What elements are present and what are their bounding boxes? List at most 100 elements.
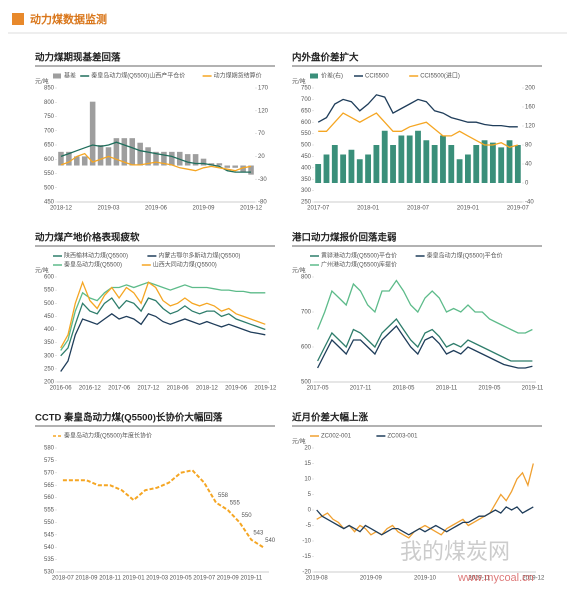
y-tick-label: 700 bbox=[44, 128, 55, 134]
y2-tick-label: 70 bbox=[258, 131, 265, 137]
legend-swatch bbox=[310, 73, 318, 79]
y-tick-label: 250 bbox=[301, 200, 312, 206]
y-tick-label: 20 bbox=[304, 446, 311, 452]
chart-title: 动力煤期现基差回落 bbox=[35, 52, 121, 64]
x-tick-label: 2019-12 bbox=[240, 206, 263, 212]
y2-tick-label: 200 bbox=[525, 86, 536, 92]
y2-tick-label: 80 bbox=[525, 143, 532, 149]
bar bbox=[216, 163, 223, 166]
x-tick-label: 2018-12 bbox=[196, 386, 219, 392]
x-tick-label: 2018-09 bbox=[75, 576, 98, 582]
y2-tick-label: 20 bbox=[258, 154, 265, 160]
legend-label: 秦皇岛动力煤(Q5500)山西产平仓价 bbox=[91, 72, 185, 80]
y2-tick-label: -40 bbox=[525, 200, 534, 206]
x-tick-label: 2019-03 bbox=[146, 576, 169, 582]
y2-tick-label: 160 bbox=[525, 105, 536, 111]
x-tick-label: 2019-09 bbox=[193, 206, 216, 212]
y-tick-label: 350 bbox=[301, 177, 312, 183]
x-tick-label: 2018-07 bbox=[407, 206, 430, 212]
x-tick-label: 2017-12 bbox=[137, 386, 160, 392]
y-tick-label: 700 bbox=[301, 310, 312, 316]
x-tick-label: 2017-07 bbox=[307, 206, 330, 212]
y2-tick-label: 120 bbox=[525, 124, 536, 130]
line bbox=[316, 506, 534, 536]
legend-label: 动力煤期货结算价 bbox=[214, 72, 262, 80]
y-tick-label: 500 bbox=[44, 185, 55, 191]
legend-label: CCI5500(进口) bbox=[420, 72, 460, 80]
bar bbox=[340, 154, 347, 183]
bar bbox=[498, 147, 505, 183]
y-tick-label: 250 bbox=[44, 366, 55, 372]
y-tick-label: 350 bbox=[44, 340, 55, 346]
y-tick-label: 565 bbox=[44, 483, 55, 489]
bar bbox=[184, 154, 191, 166]
y-tick-label: -10 bbox=[302, 539, 311, 545]
x-tick-label: 2019-03 bbox=[97, 206, 120, 212]
legend-label: ZC003-001 bbox=[387, 434, 418, 440]
x-tick-label: 2017-06 bbox=[108, 386, 131, 392]
bar bbox=[74, 156, 80, 166]
y-tick-label: 500 bbox=[301, 380, 312, 386]
legend-label: 黄骅港动力煤(Q5500)平仓价 bbox=[321, 252, 397, 260]
y2-tick-label: 40 bbox=[525, 162, 532, 168]
bar bbox=[323, 154, 330, 183]
y-tick-label: 550 bbox=[44, 171, 55, 177]
x-tick-label: 2017-05 bbox=[307, 386, 330, 392]
line bbox=[60, 152, 252, 172]
bar bbox=[58, 151, 64, 166]
y-tick-label: 400 bbox=[301, 165, 312, 171]
legend-label: 山西大同动力煤(Q5500) bbox=[153, 261, 217, 269]
y-tick-label: 5 bbox=[308, 492, 312, 498]
y2-tick-label: 120 bbox=[258, 108, 269, 114]
bar bbox=[440, 135, 446, 183]
x-tick-label: 2018-12 bbox=[50, 206, 73, 212]
bar bbox=[415, 130, 421, 183]
bar bbox=[356, 159, 363, 183]
bar bbox=[406, 135, 413, 183]
y-tick-label: 800 bbox=[44, 100, 55, 106]
y-tick-label: 700 bbox=[301, 97, 312, 103]
y-tick-label: 750 bbox=[44, 114, 55, 120]
y-tick-label: 575 bbox=[44, 458, 55, 464]
bar bbox=[113, 138, 120, 166]
line bbox=[316, 463, 534, 539]
x-tick-label: 2019-09 bbox=[217, 576, 240, 582]
y-tick-label: 850 bbox=[44, 86, 55, 92]
bar bbox=[161, 151, 167, 166]
x-tick-label: 2019-08 bbox=[306, 576, 329, 582]
y-tick-label: 535 bbox=[44, 557, 55, 563]
x-tick-label: 2019-12 bbox=[254, 386, 277, 392]
x-tick-label: 2016-12 bbox=[79, 386, 102, 392]
bar bbox=[481, 140, 488, 183]
bar bbox=[398, 135, 405, 183]
line bbox=[317, 94, 518, 128]
x-tick-label: 2019-11 bbox=[522, 386, 544, 392]
unit-label: 元/吨 bbox=[292, 78, 306, 86]
line bbox=[62, 469, 264, 549]
bar bbox=[381, 130, 388, 183]
legend-label: 秦皇岛动力煤(Q5500) bbox=[64, 261, 122, 269]
legend-label: 陕西榆林动力煤(Q5500) bbox=[64, 252, 128, 260]
line bbox=[60, 280, 266, 349]
header-title: 动力煤数据监测 bbox=[30, 12, 107, 26]
chart-title: 近月价差大幅上涨 bbox=[292, 412, 369, 424]
x-tick-label: 2019-05 bbox=[170, 576, 193, 582]
y-tick-label: -20 bbox=[302, 570, 311, 576]
x-tick-label: 2019-10 bbox=[414, 576, 437, 582]
bar bbox=[448, 145, 455, 183]
bar bbox=[423, 140, 430, 183]
line bbox=[318, 112, 518, 148]
y-tick-label: 750 bbox=[301, 86, 312, 92]
x-tick-label: 2017-11 bbox=[350, 386, 372, 392]
bar bbox=[89, 101, 96, 166]
y-tick-label: 550 bbox=[44, 288, 55, 294]
y-tick-label: 550 bbox=[301, 131, 312, 137]
x-tick-label: 2019-11 bbox=[241, 576, 263, 582]
line bbox=[60, 297, 266, 357]
bar bbox=[145, 147, 151, 166]
bar bbox=[506, 140, 513, 183]
x-tick-label: 2019-12 bbox=[522, 576, 545, 582]
unit-label: 元/吨 bbox=[292, 438, 306, 446]
y-tick-label: 0 bbox=[308, 508, 312, 514]
